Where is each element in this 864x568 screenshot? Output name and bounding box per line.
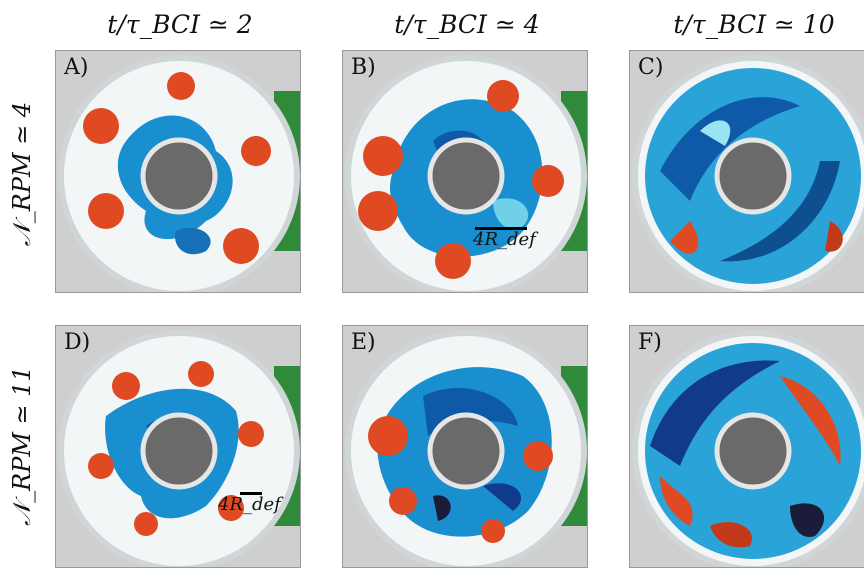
scale-bar-label: 4R_def bbox=[218, 494, 281, 515]
panel-d: D) 4R_def bbox=[55, 325, 301, 568]
panel-label: C) bbox=[638, 55, 664, 80]
panel-a: A) bbox=[55, 50, 301, 293]
panel-e: E) bbox=[342, 325, 588, 568]
scale-bar-line bbox=[240, 492, 262, 495]
panel-label: D) bbox=[64, 330, 91, 355]
tank-photo-b bbox=[343, 51, 587, 292]
tank-photo-e bbox=[343, 326, 587, 567]
row-header-2: 𝒩_RPM ≃ 11 bbox=[8, 366, 36, 526]
scale-bar: 4R_def bbox=[218, 492, 281, 515]
column-header-3: t/τ_BCI ≃ 10 bbox=[673, 10, 835, 39]
scale-bar-line bbox=[475, 227, 527, 230]
tank-photo-a bbox=[56, 51, 300, 292]
scale-bar-label: 4R_def bbox=[473, 229, 536, 250]
panel-label: F) bbox=[638, 330, 662, 355]
column-header-1: t/τ_BCI ≃ 2 bbox=[107, 10, 253, 39]
tank-photo-f bbox=[630, 326, 864, 567]
panel-label: B) bbox=[351, 55, 376, 80]
panel-c: C) bbox=[629, 50, 864, 293]
panel-f: F) bbox=[629, 325, 864, 568]
panel-label: E) bbox=[351, 330, 376, 355]
column-header-2: t/τ_BCI ≃ 4 bbox=[394, 10, 540, 39]
panel-label: A) bbox=[64, 55, 89, 80]
row-header-1: 𝒩_RPM ≃ 4 bbox=[8, 101, 36, 247]
tank-photo-c bbox=[630, 51, 864, 292]
tank-photo-d bbox=[56, 326, 300, 567]
panel-b: B) 4R_def bbox=[342, 50, 588, 293]
scale-bar: 4R_def bbox=[473, 227, 536, 250]
